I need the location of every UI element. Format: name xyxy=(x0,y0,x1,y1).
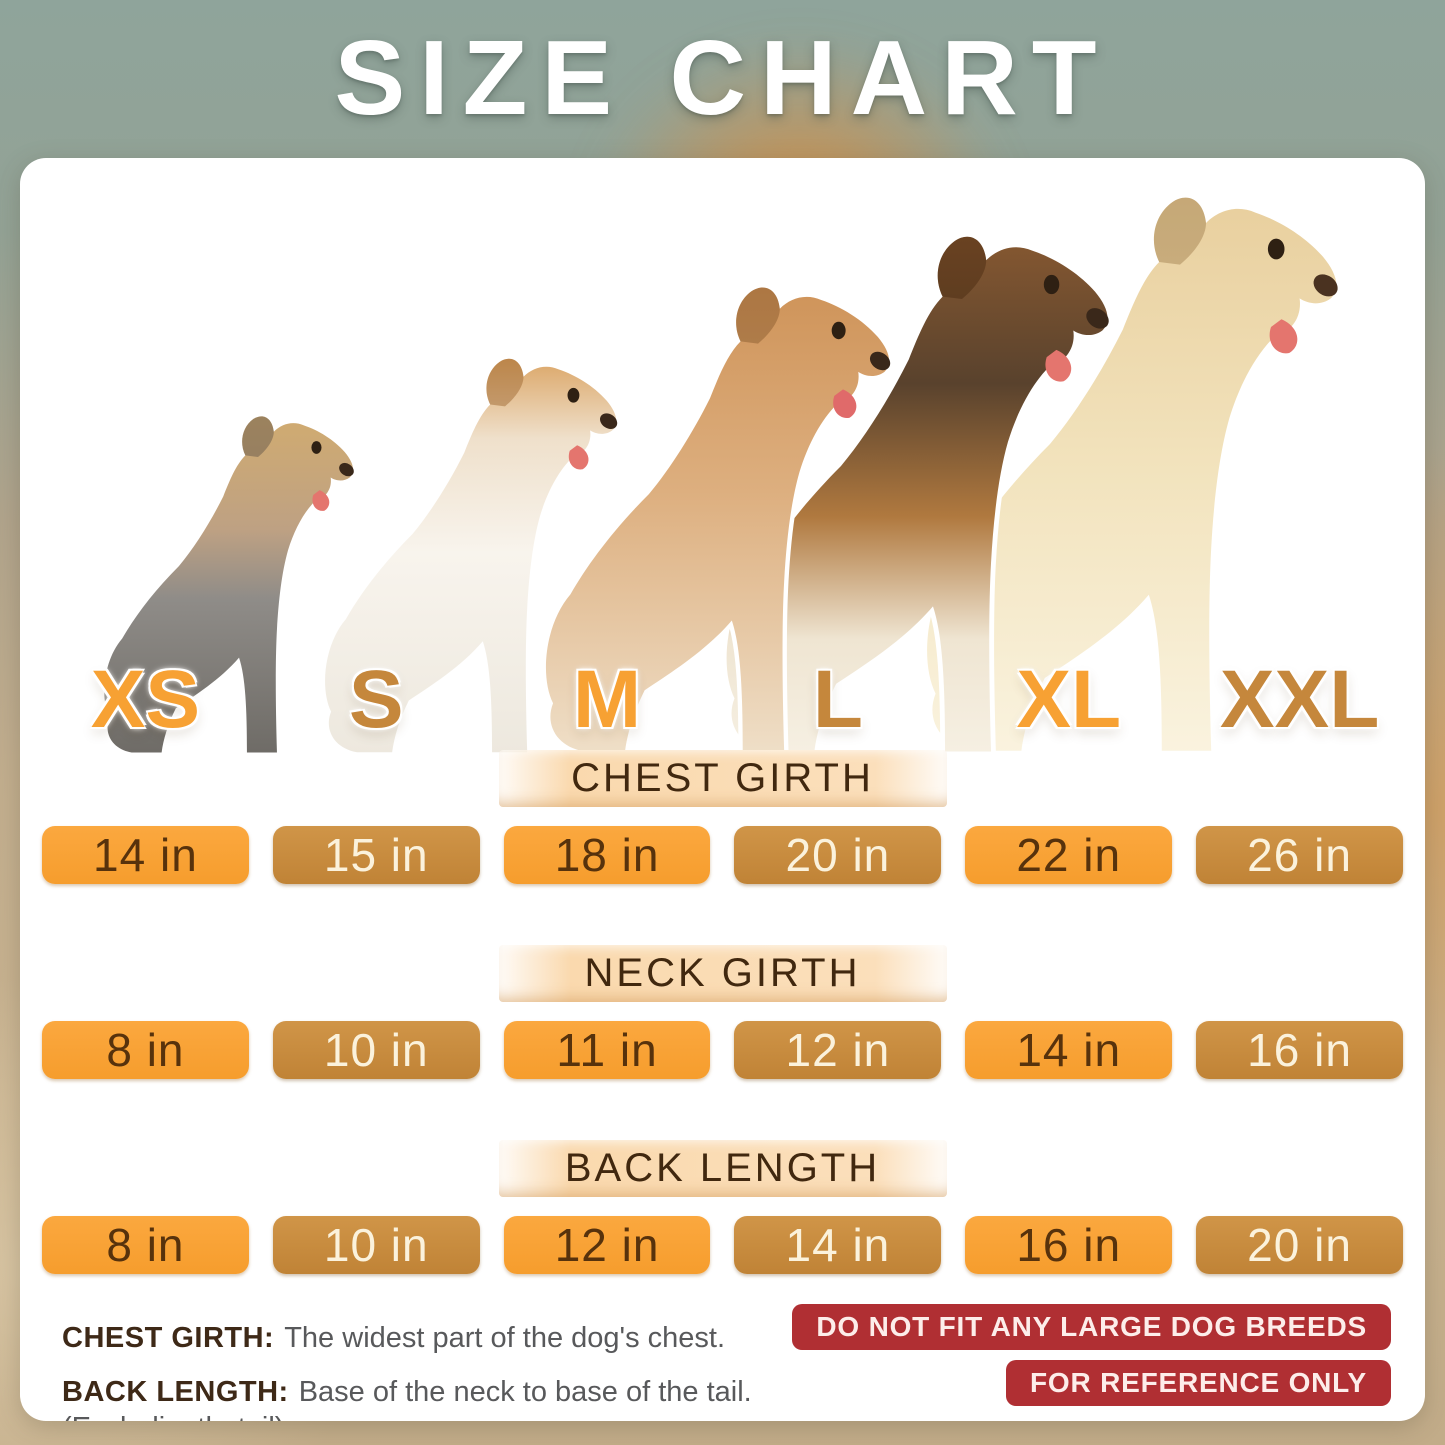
measurement-pill: 12 in xyxy=(734,1021,942,1079)
note-back-length-text: Base of the neck to base of the tail.(Ex… xyxy=(62,1376,752,1421)
size-label-s: S xyxy=(348,654,404,745)
measurement-pill: 10 in xyxy=(272,1021,480,1079)
measurement-pill: 16 in xyxy=(1196,1021,1403,1079)
page-title: SIZE CHART xyxy=(334,19,1111,137)
note-back-length-label: BACK LENGTH: xyxy=(62,1376,289,1408)
size-label-xs: XS xyxy=(90,654,201,745)
size-label-m: M xyxy=(572,654,642,745)
measurement-pill: 8 in xyxy=(42,1021,249,1079)
measurement-pill: 20 in xyxy=(1196,1216,1403,1274)
measurement-pill: 14 in xyxy=(965,1021,1173,1079)
measurement-pill: 18 in xyxy=(503,826,711,884)
section-header-back-length: BACK LENGTH xyxy=(498,1140,947,1197)
measurement-notes: CHEST GIRTH: The widest part of the dog's… xyxy=(62,1320,942,1421)
note-chest-girth: CHEST GIRTH: The widest part of the dog's… xyxy=(62,1320,942,1356)
badge-reference-only: FOR REFERENCE ONLY xyxy=(1006,1360,1391,1406)
measurement-row-back: 8 in 10 in 12 in 14 in 16 in 20 in xyxy=(20,1216,1425,1274)
size-label-xl: XL xyxy=(1016,654,1122,745)
measurement-pill: 11 in xyxy=(503,1021,711,1079)
measurement-pill: 8 in xyxy=(42,1216,249,1274)
measurement-pill: 14 in xyxy=(42,826,249,884)
measurement-pill: 20 in xyxy=(734,826,942,884)
measurement-pill: 14 in xyxy=(734,1216,942,1274)
section-header-neck-girth: NECK GIRTH xyxy=(498,945,947,1002)
section-header-chest-girth: CHEST GIRTH xyxy=(498,750,947,807)
size-label-l: L xyxy=(812,654,863,745)
measurement-pill: 12 in xyxy=(503,1216,711,1274)
size-labels-row: XS S M L XL XXL xyxy=(20,650,1425,750)
measurement-pill: 16 in xyxy=(965,1216,1173,1274)
note-chest-girth-label: CHEST GIRTH: xyxy=(62,1322,275,1354)
measurement-pill: 22 in xyxy=(965,826,1173,884)
size-label-xxl: XXL xyxy=(1219,654,1380,745)
measurement-row-chest: 14 in 15 in 18 in 20 in 22 in 26 in xyxy=(20,826,1425,884)
measurement-pill: 10 in xyxy=(272,1216,480,1274)
measurement-pill: 15 in xyxy=(272,826,480,884)
measurement-pill: 26 in xyxy=(1196,826,1403,884)
badge-no-large-breeds: DO NOT FIT ANY LARGE DOG BREEDS xyxy=(792,1304,1391,1350)
note-back-length: BACK LENGTH: Base of the neck to base of … xyxy=(62,1374,942,1421)
size-chart-card: XS S M L XL XXL CHEST GIRTH 14 in 15 in … xyxy=(20,158,1425,1421)
measurement-row-neck: 8 in 10 in 11 in 12 in 14 in 16 in xyxy=(20,1021,1425,1079)
note-chest-girth-text: The widest part of the dog's chest. xyxy=(284,1322,725,1354)
